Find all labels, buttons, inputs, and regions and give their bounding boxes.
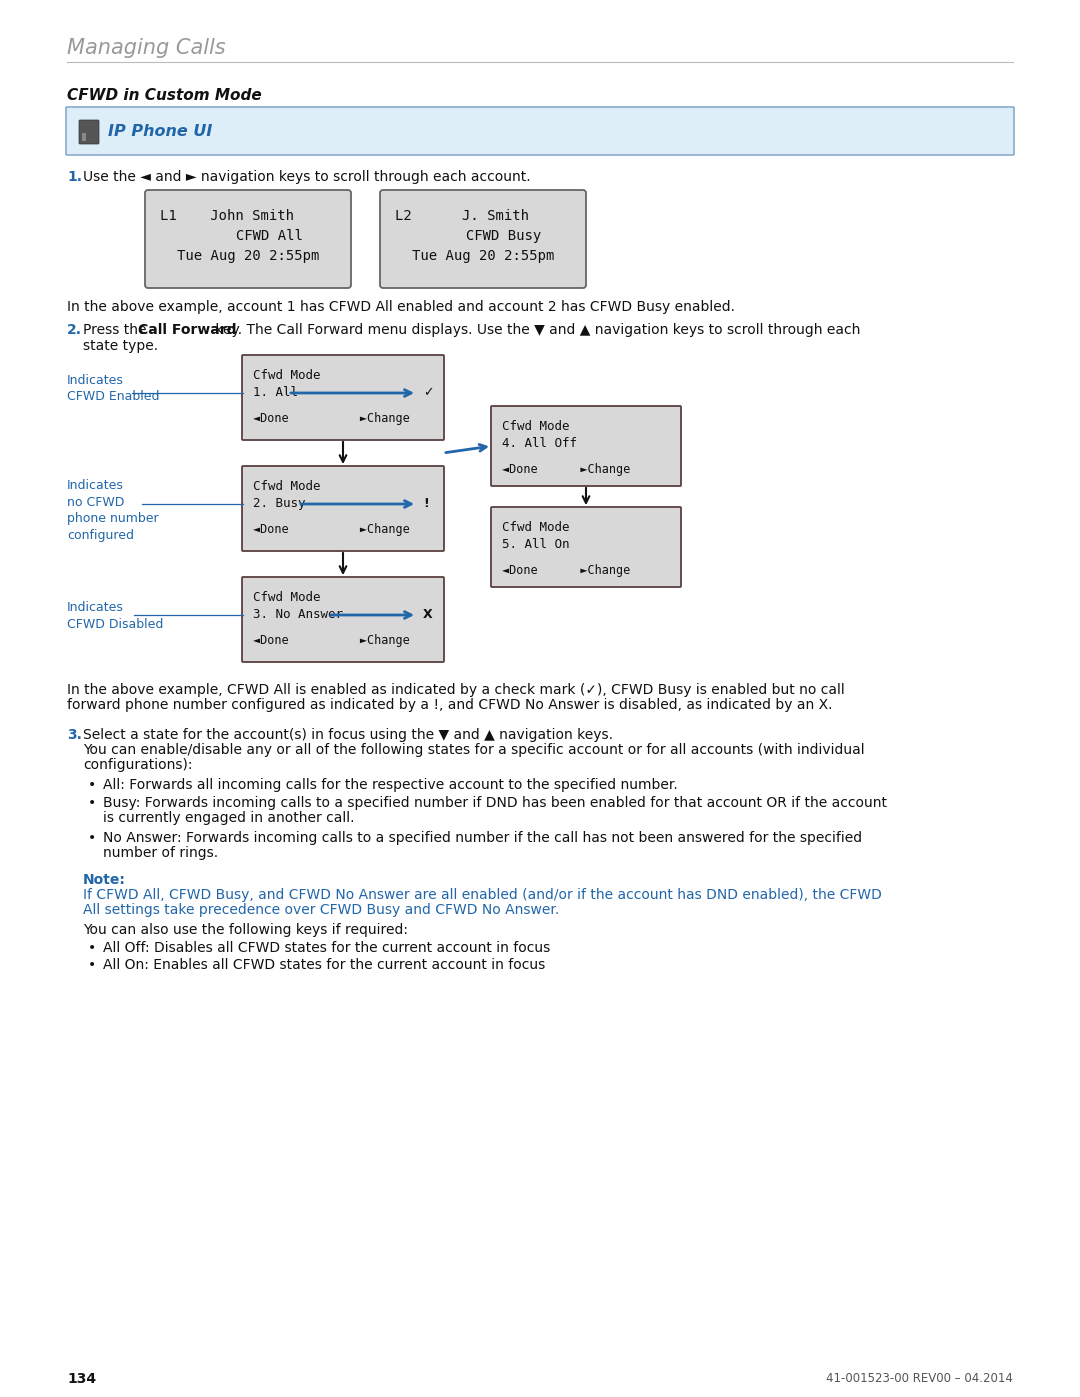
FancyBboxPatch shape xyxy=(242,577,444,662)
FancyBboxPatch shape xyxy=(242,467,444,550)
FancyBboxPatch shape xyxy=(380,190,586,288)
Text: ◄Done          ►Change: ◄Done ►Change xyxy=(253,412,409,425)
Text: IP Phone UI: IP Phone UI xyxy=(108,124,213,138)
Text: •: • xyxy=(87,958,96,972)
Text: Indicates
CFWD Disabled: Indicates CFWD Disabled xyxy=(67,601,163,630)
Text: •: • xyxy=(87,796,96,810)
Text: ◄Done      ►Change: ◄Done ►Change xyxy=(502,564,631,577)
Text: 41-001523-00 REV00 – 04.2014: 41-001523-00 REV00 – 04.2014 xyxy=(826,1372,1013,1384)
Text: 5. All On: 5. All On xyxy=(502,538,569,550)
FancyBboxPatch shape xyxy=(79,120,99,144)
Text: !: ! xyxy=(423,497,429,510)
Text: X: X xyxy=(423,608,433,622)
Text: Cfwd Mode: Cfwd Mode xyxy=(502,521,569,534)
FancyBboxPatch shape xyxy=(491,507,681,587)
Text: Note:: Note: xyxy=(83,873,126,887)
Text: Cfwd Mode: Cfwd Mode xyxy=(253,369,321,381)
Text: You can enable/disable any or all of the following states for a specific account: You can enable/disable any or all of the… xyxy=(83,743,865,757)
Text: Tue Aug 20 2:55pm: Tue Aug 20 2:55pm xyxy=(177,249,320,263)
Text: 4. All Off: 4. All Off xyxy=(502,437,577,450)
Text: 3. No Answer: 3. No Answer xyxy=(253,608,343,622)
Text: number of rings.: number of rings. xyxy=(103,847,218,861)
Text: forward phone number configured as indicated by a !, and CFWD No Answer is disab: forward phone number configured as indic… xyxy=(67,698,833,712)
Text: ◄Done          ►Change: ◄Done ►Change xyxy=(253,634,409,647)
Text: CFWD Busy: CFWD Busy xyxy=(424,229,542,243)
Text: •: • xyxy=(87,831,96,845)
Text: All On: Enables all CFWD states for the current account in focus: All On: Enables all CFWD states for the … xyxy=(103,958,545,972)
Text: Busy: Forwards incoming calls to a specified number if DND has been enabled for : Busy: Forwards incoming calls to a speci… xyxy=(103,796,887,810)
Text: Press the: Press the xyxy=(83,323,151,337)
FancyBboxPatch shape xyxy=(491,407,681,486)
Text: L2      J. Smith: L2 J. Smith xyxy=(395,210,529,224)
Text: 1. All: 1. All xyxy=(253,386,298,400)
Text: Select a state for the account(s) in focus using the ▼ and ▲ navigation keys.: Select a state for the account(s) in foc… xyxy=(83,728,613,742)
Text: If CFWD All, CFWD Busy, and CFWD No Answer are all enabled (and/or if the accoun: If CFWD All, CFWD Busy, and CFWD No Answ… xyxy=(83,888,882,902)
Text: Managing Calls: Managing Calls xyxy=(67,38,226,59)
Text: Cfwd Mode: Cfwd Mode xyxy=(253,591,321,604)
Text: All: Forwards all incoming calls for the respective account to the specified num: All: Forwards all incoming calls for the… xyxy=(103,778,678,792)
Text: ✓: ✓ xyxy=(423,386,433,400)
Text: ◄Done      ►Change: ◄Done ►Change xyxy=(502,462,631,476)
Text: is currently engaged in another call.: is currently engaged in another call. xyxy=(103,812,354,826)
Text: Call Forward: Call Forward xyxy=(138,323,237,337)
Text: 2.: 2. xyxy=(67,323,82,337)
Text: Indicates
no CFWD
phone number
configured: Indicates no CFWD phone number configure… xyxy=(67,479,159,542)
Text: •: • xyxy=(87,942,96,956)
Text: Cfwd Mode: Cfwd Mode xyxy=(253,481,321,493)
Text: Use the ◄ and ► navigation keys to scroll through each account.: Use the ◄ and ► navigation keys to scrol… xyxy=(83,170,530,184)
Text: 3.: 3. xyxy=(67,728,82,742)
Text: In the above example, account 1 has CFWD All enabled and account 2 has CFWD Busy: In the above example, account 1 has CFWD… xyxy=(67,300,735,314)
Text: In the above example, CFWD All is enabled as indicated by a check mark (✓), CFWD: In the above example, CFWD All is enable… xyxy=(67,683,845,697)
Text: L1    John Smith: L1 John Smith xyxy=(160,210,294,224)
FancyBboxPatch shape xyxy=(145,190,351,288)
Text: 1.: 1. xyxy=(67,170,82,184)
Text: Cfwd Mode: Cfwd Mode xyxy=(502,420,569,433)
FancyBboxPatch shape xyxy=(66,108,1014,155)
Text: You can also use the following keys if required:: You can also use the following keys if r… xyxy=(83,923,408,937)
Text: key. The Call Forward menu displays. Use the ▼ and ▲ navigation keys to scroll t: key. The Call Forward menu displays. Use… xyxy=(211,323,861,337)
FancyBboxPatch shape xyxy=(82,133,86,141)
Text: All Off: Disables all CFWD states for the current account in focus: All Off: Disables all CFWD states for th… xyxy=(103,942,550,956)
Text: ◄Done          ►Change: ◄Done ►Change xyxy=(253,522,409,536)
Text: state type.: state type. xyxy=(83,339,158,353)
Text: No Answer: Forwards incoming calls to a specified number if the call has not bee: No Answer: Forwards incoming calls to a … xyxy=(103,831,862,845)
Text: CFWD in Custom Mode: CFWD in Custom Mode xyxy=(67,88,261,103)
Text: 2. Busy: 2. Busy xyxy=(253,497,306,510)
FancyBboxPatch shape xyxy=(242,355,444,440)
Text: Tue Aug 20 2:55pm: Tue Aug 20 2:55pm xyxy=(411,249,554,263)
Text: •: • xyxy=(87,778,96,792)
Text: Indicates
CFWD Enabled: Indicates CFWD Enabled xyxy=(67,374,160,404)
Text: 134: 134 xyxy=(67,1372,96,1386)
Text: configurations):: configurations): xyxy=(83,759,192,773)
Text: All settings take precedence over CFWD Busy and CFWD No Answer.: All settings take precedence over CFWD B… xyxy=(83,902,559,916)
Text: CFWD All: CFWD All xyxy=(193,229,302,243)
